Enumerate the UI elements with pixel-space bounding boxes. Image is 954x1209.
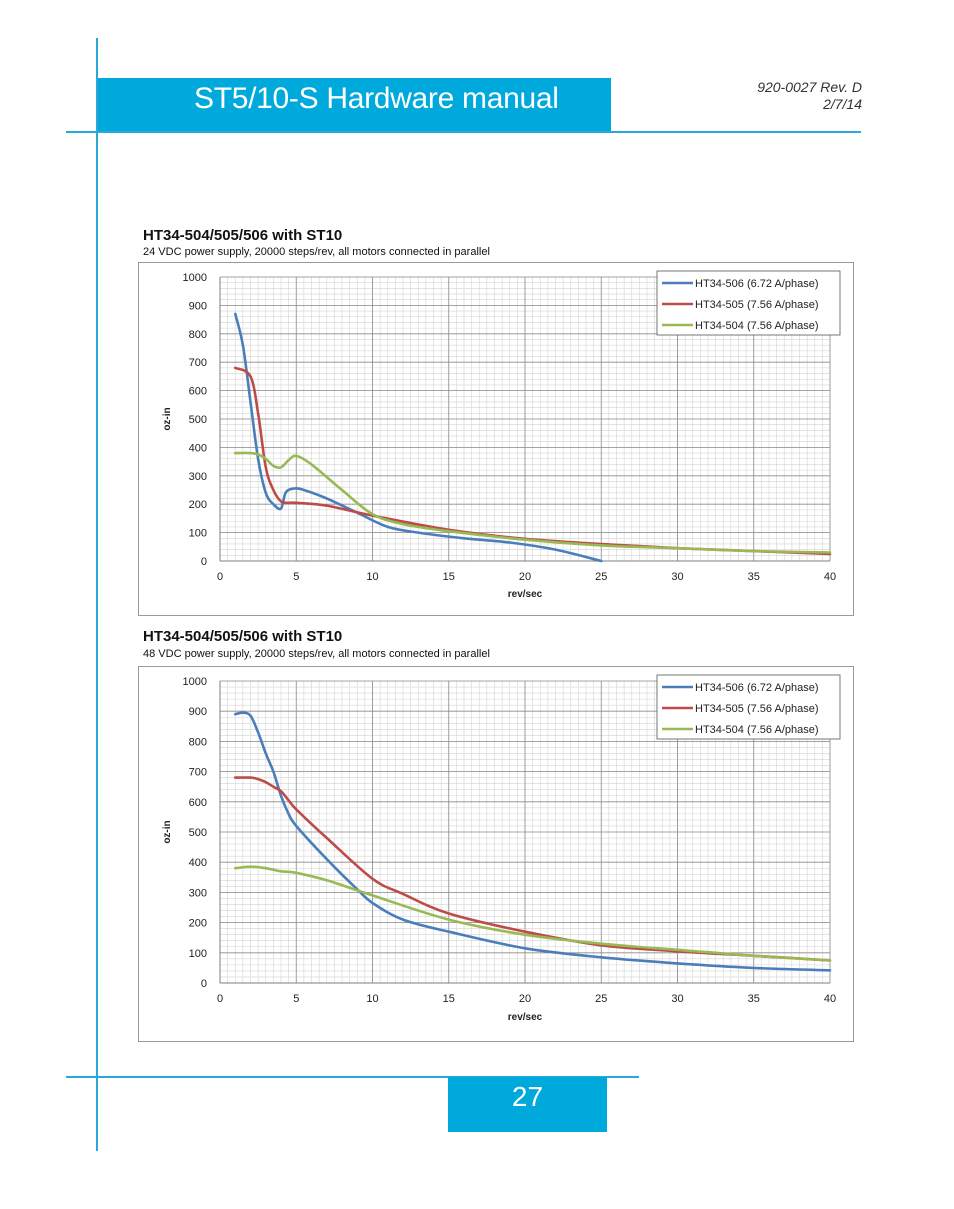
document-revision: 920-0027 Rev. D 2/7/14 bbox=[757, 79, 862, 113]
y-tick-label: 900 bbox=[189, 300, 207, 312]
left-margin-rule bbox=[96, 38, 98, 1151]
y-tick-label: 600 bbox=[189, 386, 207, 398]
document-date: 2/7/14 bbox=[823, 96, 862, 112]
legend-label: HT34-506 (6.72 A/phase) bbox=[695, 278, 819, 290]
chart-1-heading: HT34-504/505/506 with ST10 bbox=[143, 227, 343, 244]
x-tick-label: 25 bbox=[595, 993, 607, 1005]
header-rule bbox=[66, 131, 861, 133]
x-tick-label: 5 bbox=[293, 571, 299, 583]
y-tick-label: 200 bbox=[189, 918, 207, 930]
y-tick-label: 0 bbox=[201, 978, 207, 990]
document-number: 920-0027 Rev. D bbox=[757, 79, 862, 95]
y-tick-label: 900 bbox=[189, 706, 207, 718]
y-tick-label: 600 bbox=[189, 797, 207, 809]
y-tick-label: 700 bbox=[189, 767, 207, 779]
x-tick-label: 0 bbox=[217, 571, 223, 583]
x-tick-label: 35 bbox=[748, 571, 760, 583]
x-axis-label: rev/sec bbox=[508, 1012, 543, 1023]
legend-label: HT34-504 (7.56 A/phase) bbox=[695, 724, 819, 736]
chart-2-subheading: 48 VDC power supply, 20000 steps/rev, al… bbox=[143, 648, 490, 660]
chart-1-subheading: 24 VDC power supply, 20000 steps/rev, al… bbox=[143, 246, 490, 258]
y-tick-label: 400 bbox=[189, 857, 207, 869]
x-tick-label: 30 bbox=[671, 993, 683, 1005]
series-line-3 bbox=[234, 451, 832, 554]
page-number: 27 bbox=[511, 1081, 544, 1112]
y-tick-label: 0 bbox=[201, 556, 207, 568]
series-line-3 bbox=[234, 865, 832, 962]
chart-2-frame: 0 5 10 15 20 25 30 35 40 0 100 200 300 400 500 600 700 80… bbox=[138, 666, 854, 1042]
header-banner bbox=[98, 78, 611, 132]
series-line-1 bbox=[234, 711, 832, 972]
x-tick-label: 40 bbox=[824, 993, 836, 1005]
x-tick-label: 20 bbox=[519, 993, 531, 1005]
y-axis-label: oz-in bbox=[162, 407, 173, 430]
x-tick-label: 25 bbox=[595, 571, 607, 583]
y-tick-label: 200 bbox=[189, 499, 207, 511]
y-axis-label: oz-in bbox=[162, 820, 173, 843]
y-tick-label: 700 bbox=[189, 357, 207, 369]
x-axis-label: rev/sec bbox=[508, 589, 543, 600]
y-tick-label: 300 bbox=[189, 887, 207, 899]
y-tick-label: 1000 bbox=[183, 272, 207, 284]
legend-label: HT34-505 (7.56 A/phase) bbox=[695, 703, 819, 715]
x-tick-label: 10 bbox=[366, 993, 378, 1005]
y-tick-label: 400 bbox=[189, 442, 207, 454]
x-tick-label: 0 bbox=[217, 993, 223, 1005]
chart-2-svg: 0 5 10 15 20 25 30 35 40010020030040050060070080… bbox=[162, 674, 841, 1023]
x-tick-label: 15 bbox=[443, 571, 455, 583]
y-tick-label: 100 bbox=[189, 948, 207, 960]
x-tick-label: 40 bbox=[824, 571, 836, 583]
y-tick-label: 500 bbox=[189, 827, 207, 839]
x-tick-label: 5 bbox=[293, 993, 299, 1005]
footer-rule bbox=[66, 1076, 639, 1078]
x-tick-label: 35 bbox=[748, 993, 760, 1005]
legend-label: HT34-505 (7.56 A/phase) bbox=[695, 299, 819, 311]
y-tick-label: 1000 bbox=[183, 676, 207, 688]
x-tick-label: 15 bbox=[443, 993, 455, 1005]
y-tick-label: 500 bbox=[189, 414, 207, 426]
chart-1-svg: 0 5 10 15 20 25 30 35 40010020030040050060070080… bbox=[162, 270, 841, 600]
x-tick-label: 30 bbox=[671, 571, 683, 583]
y-tick-label: 800 bbox=[189, 736, 207, 748]
chart-1-frame: 0 5 10 15 20 25 30 35 40 0 100 200 300 400 500 600 700 80… bbox=[138, 262, 854, 616]
x-tick-label: 10 bbox=[366, 571, 378, 583]
legend-label: HT34-504 (7.56 A/phase) bbox=[695, 320, 819, 332]
y-tick-label: 300 bbox=[189, 471, 207, 483]
series-line-2 bbox=[234, 776, 832, 962]
legend-label: HT34-506 (6.72 A/phase) bbox=[695, 682, 819, 694]
y-tick-label: 800 bbox=[189, 329, 207, 341]
x-tick-label: 20 bbox=[519, 571, 531, 583]
chart-2-heading: HT34-504/505/506 with ST10 bbox=[143, 628, 343, 645]
footer-page-box bbox=[448, 1077, 607, 1132]
y-tick-label: 100 bbox=[189, 528, 207, 540]
document-title: ST5/10-S Hardware manual bbox=[194, 82, 559, 115]
